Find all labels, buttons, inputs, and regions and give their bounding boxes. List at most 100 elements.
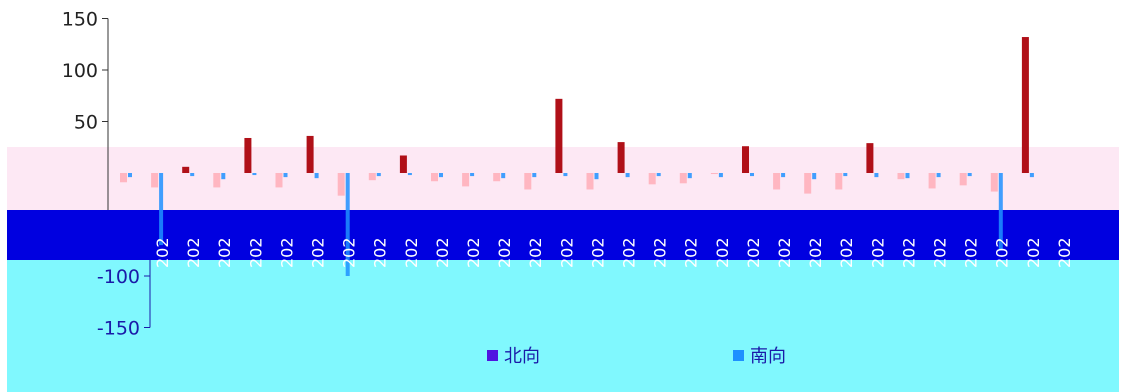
- bar-south[interactable]: [221, 173, 226, 180]
- bar-north[interactable]: [399, 155, 407, 173]
- x-tick-label: 202: [153, 237, 172, 268]
- x-tick-label: 202: [682, 237, 701, 268]
- x-tick-label: 202: [526, 237, 545, 268]
- x-tick-label: 202: [495, 237, 514, 268]
- bar-south[interactable]: [532, 173, 537, 178]
- bar-south[interactable]: [687, 173, 692, 179]
- bar-south[interactable]: [501, 173, 506, 179]
- bar-south[interactable]: [750, 173, 754, 177]
- legend-item-north[interactable]: 北向: [487, 342, 540, 368]
- bar-north[interactable]: [120, 173, 127, 183]
- legend-item-south[interactable]: 南向: [733, 342, 786, 368]
- bar-north[interactable]: [866, 143, 874, 173]
- bar-north[interactable]: [648, 173, 656, 185]
- x-tick-label: 202: [340, 237, 359, 268]
- bar-south[interactable]: [843, 173, 848, 177]
- x-tick-label: 202: [309, 237, 328, 268]
- bar-north[interactable]: [555, 98, 563, 173]
- y-tick-label: -150: [97, 318, 140, 340]
- bar-south[interactable]: [345, 173, 350, 276]
- bar-north[interactable]: [524, 173, 532, 190]
- bar-north[interactable]: [990, 173, 998, 192]
- legend-label-south: 南向: [750, 346, 786, 367]
- bar-south[interactable]: [936, 173, 941, 178]
- x-tick-label: 202: [775, 237, 794, 268]
- x-axis: 202 202 202 202 202 202 202 202 202 202 202 202 202 2…: [153, 237, 1074, 268]
- x-tick-label: 202: [433, 237, 452, 268]
- x-tick-label: 202: [713, 237, 732, 268]
- y-tick-label: 100: [62, 60, 98, 82]
- bar-north[interactable]: [804, 173, 812, 194]
- bar-north[interactable]: [151, 173, 159, 188]
- x-tick-label: 202: [620, 237, 639, 268]
- bar-north[interactable]: [742, 146, 749, 173]
- x-tick-label: 202: [744, 237, 763, 268]
- bar-north[interactable]: [710, 173, 718, 175]
- y-tick-label: 50: [74, 112, 98, 134]
- x-tick-label: 202: [277, 237, 296, 268]
- background-band-blue: [7, 210, 1119, 260]
- bar-north[interactable]: [182, 166, 190, 173]
- bar-north[interactable]: [928, 173, 936, 189]
- bar-north[interactable]: [586, 173, 594, 190]
- bar-south[interactable]: [625, 173, 630, 178]
- bar-south[interactable]: [1029, 173, 1034, 178]
- bar-north[interactable]: [1021, 37, 1029, 173]
- legend-swatch-south: [733, 349, 744, 361]
- bar-north[interactable]: [493, 173, 501, 182]
- bar-south[interactable]: [252, 173, 257, 176]
- bar-north[interactable]: [306, 135, 314, 173]
- bar-north[interactable]: [275, 173, 283, 188]
- x-tick-label: 202: [1024, 237, 1043, 268]
- bar-south[interactable]: [470, 173, 475, 177]
- legend-swatch-north: [487, 349, 498, 361]
- bar-south[interactable]: [439, 173, 443, 178]
- bar-north[interactable]: [337, 173, 345, 196]
- bar-south[interactable]: [407, 173, 412, 176]
- bar-south[interactable]: [314, 173, 319, 179]
- bar-north[interactable]: [959, 173, 967, 186]
- bar-north[interactable]: [431, 173, 438, 182]
- x-tick-label: 202: [899, 237, 918, 268]
- x-tick-label: 202: [215, 237, 234, 268]
- background-band-cyan: [7, 260, 1119, 392]
- bar-south[interactable]: [874, 173, 879, 178]
- bar-south[interactable]: [905, 173, 910, 179]
- bar-north[interactable]: [368, 173, 376, 181]
- bar-south[interactable]: [190, 173, 195, 177]
- x-tick-label: 202: [464, 237, 483, 268]
- bar-south[interactable]: [159, 173, 164, 246]
- bar-south[interactable]: [812, 173, 817, 180]
- y-tick-label: -100: [97, 266, 140, 288]
- bar-north[interactable]: [462, 173, 470, 187]
- x-tick-label: 202: [371, 237, 390, 268]
- x-tick-label: 202: [246, 237, 265, 268]
- bar-south[interactable]: [563, 173, 568, 177]
- x-tick-label: 202: [837, 237, 856, 268]
- bar-south[interactable]: [128, 173, 132, 178]
- x-tick-label: 202: [962, 237, 981, 268]
- legend: 北向 南向: [0, 342, 1121, 368]
- x-tick-label: 202: [1055, 237, 1074, 268]
- bar-north[interactable]: [835, 173, 843, 190]
- bar-north[interactable]: [897, 173, 905, 180]
- x-tick-label: 202: [806, 237, 825, 268]
- bar-north[interactable]: [773, 173, 781, 190]
- legend-label-north: 北向: [504, 346, 540, 367]
- y-axis: 150 100 50 -100 -150: [62, 9, 151, 340]
- bar-south[interactable]: [967, 173, 972, 177]
- bar-south[interactable]: [656, 173, 661, 177]
- bar-south[interactable]: [376, 173, 381, 177]
- x-tick-label: 202: [993, 237, 1012, 268]
- bar-south[interactable]: [283, 173, 288, 178]
- bar-south[interactable]: [594, 173, 599, 180]
- bar-north[interactable]: [213, 173, 221, 188]
- bar-north[interactable]: [679, 173, 687, 184]
- x-tick-label: 202: [651, 237, 670, 268]
- bar-south[interactable]: [718, 173, 723, 178]
- bar-south[interactable]: [998, 173, 1003, 251]
- bar-north[interactable]: [244, 137, 252, 173]
- bar-south[interactable]: [781, 173, 786, 178]
- bar-north[interactable]: [617, 142, 625, 173]
